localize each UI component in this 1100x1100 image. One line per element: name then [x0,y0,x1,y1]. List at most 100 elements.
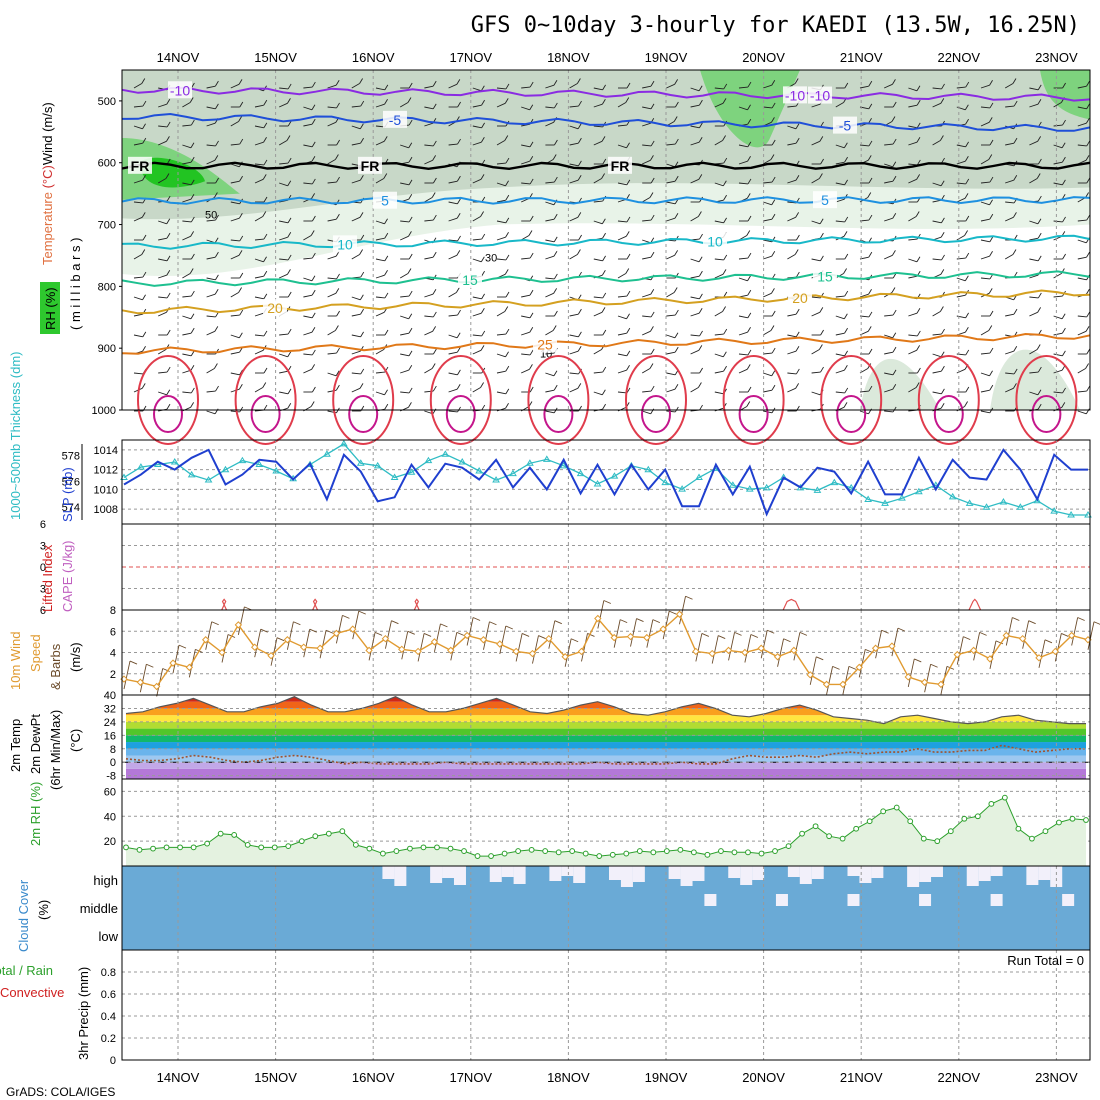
wind-barb-flag [336,384,340,391]
wind-barb [158,296,168,299]
rh-point [799,830,805,837]
wind-barb [980,201,990,206]
wind-barb-flag [675,101,679,108]
isotherm-label: -5 [389,112,402,128]
wind-barb-flag [1037,307,1042,313]
wind-barb [279,333,289,336]
isotherm-35-loop [543,395,574,433]
wind-barb-flag [481,233,486,240]
wind-barb-flag [577,345,582,352]
cloud-cell-high [811,866,824,879]
wind-barb-flag [431,192,436,198]
wind-barb [690,178,700,184]
wind-barb-10m-flag [718,635,726,639]
wind-barb-flag [311,178,316,185]
wind-barb [569,216,579,222]
li-tick: 0 [40,562,46,574]
wind-barb-flag [965,141,969,148]
wind-barb-flag [287,291,292,298]
wind-barb [642,219,652,222]
isotherm-35-loop [1031,395,1062,433]
wind-barb [714,273,724,279]
wind-barb-flag [239,272,244,279]
run-total-label: Run Total = 0 [1007,953,1084,968]
wind-barb-flag [964,104,969,111]
wind-barb-flag [505,254,510,261]
wind-barb-flag [578,100,582,107]
wind-speed-point [283,636,292,644]
wind-barb [206,219,216,222]
wind-barb-10m [172,645,180,674]
li-tick: 3 [40,584,46,596]
temp-band [126,762,1086,769]
wind-barb-flag [215,274,219,281]
wind-barb [666,180,676,184]
rh-point [555,849,562,856]
wind-speed-point [218,648,226,657]
wind-barb-flag [553,176,558,183]
temp-line [125,696,1086,725]
wind-barb [763,352,773,355]
wind-speed-point [659,625,667,633]
wind-barb [763,292,772,298]
wind-barb [521,106,530,111]
wind-barb-flag [166,121,171,128]
wind-barb [158,220,167,225]
wind-barb [835,182,845,186]
wind-barb [279,273,288,279]
wind-barb [230,143,240,146]
wind-barb [303,315,313,319]
rh-point [880,808,887,815]
temp-band [126,768,1086,779]
wind-barb-flag [747,155,751,162]
wind-barb [932,102,942,108]
thickness-point [914,487,923,495]
wind-speed-point [904,673,912,681]
wind-barb-flag [1037,84,1042,91]
wind-barb-flag [795,271,800,278]
wind-barb-flag [311,104,316,111]
wind-barb-flag [166,136,170,142]
wind-barb-flag [892,138,897,145]
wind-barb-flag [964,193,969,199]
wind-barb [593,391,603,396]
wind-barb-flag [457,175,461,182]
wind-barb [424,122,434,127]
wind-barb-flag [674,332,679,339]
wind-barb-flag [965,386,970,393]
rh-ylabel: 2m RH (%) [28,782,43,846]
wind-barb-flag [384,329,389,336]
thickness-point [339,439,348,447]
wind-barb-flag [965,252,970,259]
wind-barb [472,312,482,317]
cloud-cell-high [573,866,586,883]
wind-barb-flag [214,326,219,332]
wind-barb-flag [771,79,776,86]
wind-barb-flag [941,254,945,261]
wind-barb-flag [384,292,389,299]
wind-barb [884,143,894,146]
wind-barb-10m-flag [652,619,661,624]
wind-barb-flag [481,404,486,411]
thickness-point [255,460,264,468]
wind-barb [133,142,143,146]
wind-barb [351,334,361,338]
rh-point [1042,828,1049,835]
wind-speed-point [577,647,586,656]
wind-barb [1077,368,1086,374]
wind-barb [762,159,772,165]
wind-speed-point [986,655,994,663]
isotherm-label: -10 [810,88,830,104]
wind-barb-flag [190,193,195,200]
wind-barb-flag [1061,313,1066,320]
wind-barb [908,125,918,129]
wind-barb [569,105,579,108]
thickness-point [509,469,517,477]
wind-barb-flag [311,312,316,319]
wind-barb-flag [1012,249,1017,255]
cape-ylabel: CAPE (J/kg) [60,540,75,612]
wind-barb-flag [989,176,994,183]
rh-point [704,851,711,858]
isotherm-30-loop [722,355,785,445]
